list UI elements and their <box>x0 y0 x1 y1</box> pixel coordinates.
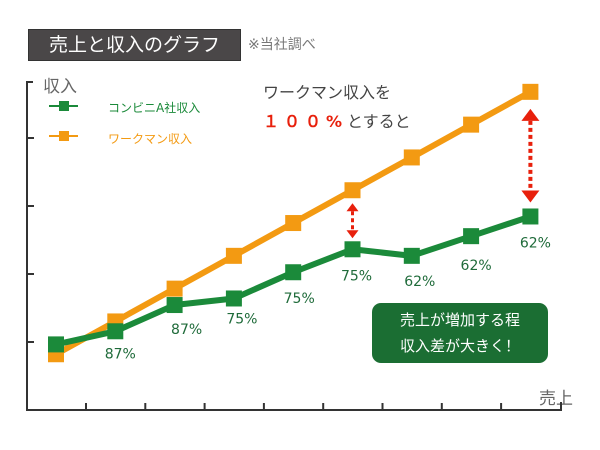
series-line-green <box>55 213 532 348</box>
data-point-green <box>225 290 242 307</box>
annotation-100pct: １００% <box>263 112 348 131</box>
data-label: 87% <box>105 346 136 362</box>
data-point-green <box>403 247 420 264</box>
data-label: 62% <box>520 235 551 251</box>
axes <box>26 81 562 411</box>
data-point-orange <box>225 247 242 264</box>
data-label: 87% <box>171 322 202 338</box>
data-label: 75% <box>226 311 257 327</box>
data-point-orange <box>463 116 480 133</box>
x-axis-label: 売上 <box>539 389 573 409</box>
legend-marker-green <box>59 101 69 111</box>
callout-line2: 収入差が大きく！ <box>399 337 520 355</box>
source-note: ※当社調べ <box>248 37 316 53</box>
data-label: 75% <box>284 291 315 307</box>
annotation-line2: １００%とすると <box>263 108 411 132</box>
annotation-line1: ワークマン収入を <box>263 83 392 102</box>
callout-box: 売上が増加する程 収入差が大きく！ <box>372 303 548 363</box>
data-point-green <box>522 208 539 225</box>
arrow-head-up <box>346 203 359 212</box>
annotation-line2-rest: とすると <box>347 112 411 131</box>
arrow-head-down <box>521 190 540 203</box>
data-point-green <box>107 323 124 340</box>
data-point-green <box>285 264 302 281</box>
arrow-head-down <box>346 230 359 239</box>
legend-label-green: コンビニA社収入 <box>108 101 201 115</box>
data-point-orange <box>285 215 302 232</box>
data-point-green <box>344 241 361 258</box>
arrow-head-up <box>521 108 540 121</box>
data-point-green <box>48 336 64 353</box>
callout-line1: 売上が増加する程 <box>399 311 520 329</box>
data-point-orange <box>522 83 539 100</box>
data-point-orange <box>344 182 361 199</box>
data-label: 62% <box>461 258 492 274</box>
data-point-green <box>463 228 480 245</box>
legend-label-orange: ワークマン収入 <box>108 132 193 146</box>
y-axis-label: 収入 <box>43 77 77 97</box>
data-point-orange <box>403 149 420 166</box>
data-point-green <box>166 297 183 314</box>
chart-title: 売上と収入のグラフ <box>28 29 241 61</box>
legend-marker-orange <box>59 131 69 141</box>
data-point-orange <box>166 280 183 297</box>
data-label: 62% <box>404 274 435 290</box>
data-label: 75% <box>341 268 372 284</box>
